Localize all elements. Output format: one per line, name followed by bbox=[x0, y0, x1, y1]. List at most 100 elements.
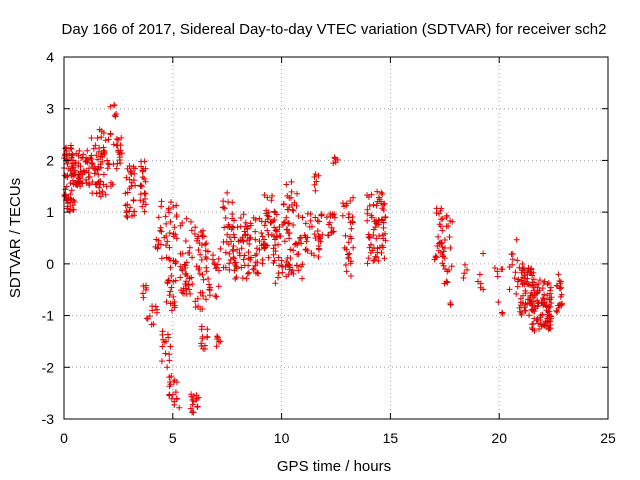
data-point bbox=[163, 220, 170, 227]
data-point bbox=[269, 192, 276, 199]
data-point bbox=[90, 145, 97, 152]
data-point bbox=[124, 201, 131, 208]
data-point bbox=[442, 266, 449, 273]
data-point bbox=[376, 233, 383, 240]
data-point bbox=[213, 293, 220, 300]
data-point bbox=[231, 259, 238, 266]
data-point bbox=[364, 192, 371, 199]
data-point bbox=[211, 260, 218, 267]
data-point bbox=[224, 189, 231, 196]
data-point bbox=[182, 262, 189, 269]
data-point bbox=[509, 256, 516, 263]
data-point bbox=[94, 135, 101, 142]
data-point bbox=[308, 250, 315, 257]
data-point bbox=[330, 228, 337, 235]
data-point bbox=[276, 224, 283, 231]
data-point bbox=[252, 216, 259, 223]
axis-ticks: 0 5 10 15 20 25 -3 -2 -1 0 1 2 3 4 bbox=[42, 49, 616, 446]
data-point bbox=[155, 214, 162, 221]
data-point bbox=[200, 276, 207, 283]
data-point bbox=[163, 298, 170, 305]
data-point bbox=[506, 286, 513, 293]
data-point bbox=[270, 245, 277, 252]
data-point bbox=[233, 265, 240, 272]
data-point bbox=[285, 261, 292, 268]
data-point bbox=[295, 239, 302, 246]
data-point bbox=[171, 377, 178, 384]
data-point bbox=[530, 320, 537, 327]
data-point bbox=[533, 281, 540, 288]
data-point bbox=[288, 194, 295, 201]
data-point bbox=[289, 206, 296, 213]
data-point bbox=[373, 254, 380, 261]
data-point bbox=[222, 214, 229, 221]
data-point bbox=[378, 189, 385, 196]
data-point bbox=[72, 167, 79, 174]
data-point bbox=[165, 277, 172, 284]
data-point bbox=[513, 290, 520, 297]
data-point bbox=[270, 259, 277, 266]
data-point bbox=[181, 261, 188, 268]
data-point bbox=[529, 292, 536, 299]
data-point bbox=[279, 263, 286, 270]
data-point bbox=[299, 214, 306, 221]
data-point bbox=[79, 154, 86, 161]
data-point bbox=[92, 167, 99, 174]
data-point bbox=[279, 221, 286, 228]
data-point bbox=[294, 190, 301, 197]
data-point bbox=[290, 247, 297, 254]
data-point bbox=[275, 270, 282, 277]
data-point bbox=[182, 281, 189, 288]
data-point bbox=[77, 178, 84, 185]
data-point bbox=[530, 294, 537, 301]
data-point bbox=[382, 214, 389, 221]
data-point bbox=[302, 246, 309, 253]
data-point bbox=[380, 224, 387, 231]
data-point bbox=[154, 245, 161, 252]
data-point bbox=[166, 374, 173, 381]
data-point bbox=[378, 249, 385, 256]
data-point bbox=[148, 321, 155, 328]
data-point bbox=[83, 167, 90, 174]
data-point bbox=[164, 238, 171, 245]
data-point bbox=[348, 225, 355, 232]
grid bbox=[64, 57, 608, 419]
data-point bbox=[366, 202, 373, 209]
data-point bbox=[378, 217, 385, 224]
data-point bbox=[234, 246, 241, 253]
data-point bbox=[142, 165, 149, 172]
data-point bbox=[288, 178, 295, 185]
data-point bbox=[195, 266, 202, 273]
data-point bbox=[167, 199, 174, 206]
data-point bbox=[167, 288, 174, 295]
data-point bbox=[438, 239, 445, 246]
data-point bbox=[130, 177, 137, 184]
data-point bbox=[261, 222, 268, 229]
x-tick-label: 10 bbox=[274, 430, 290, 446]
y-tick-label: 1 bbox=[46, 204, 54, 220]
data-point bbox=[183, 215, 190, 222]
data-point bbox=[343, 268, 350, 275]
data-point bbox=[64, 160, 71, 167]
data-point bbox=[172, 389, 179, 396]
data-point bbox=[332, 155, 339, 162]
data-point bbox=[350, 244, 357, 251]
data-point bbox=[343, 202, 350, 209]
data-point bbox=[130, 163, 137, 170]
data-point bbox=[375, 221, 382, 228]
data-point bbox=[313, 178, 320, 185]
data-point bbox=[246, 240, 253, 247]
data-point bbox=[437, 223, 444, 230]
data-point bbox=[238, 245, 245, 252]
data-point bbox=[263, 210, 270, 217]
data-point bbox=[221, 224, 228, 231]
data-point bbox=[171, 224, 178, 231]
data-point bbox=[97, 153, 104, 160]
data-point bbox=[347, 197, 354, 204]
data-point bbox=[544, 315, 551, 322]
data-point bbox=[302, 220, 309, 227]
data-point bbox=[443, 223, 450, 230]
data-point bbox=[506, 263, 513, 270]
data-point bbox=[347, 272, 354, 279]
data-point bbox=[440, 248, 447, 255]
